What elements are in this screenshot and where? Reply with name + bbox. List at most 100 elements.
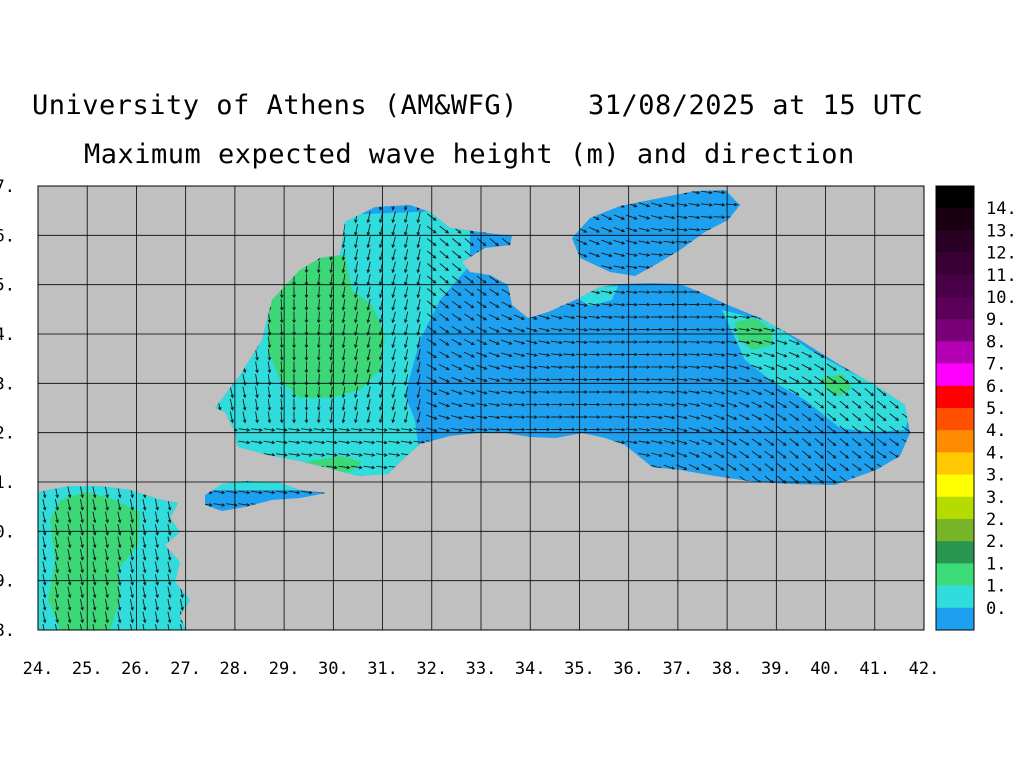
direction-arrow bbox=[416, 286, 421, 299]
direction-arrow bbox=[700, 353, 713, 357]
direction-arrow bbox=[513, 352, 526, 358]
direction-arrow bbox=[464, 288, 475, 296]
direction-arrow bbox=[301, 440, 313, 445]
direction-arrow bbox=[802, 463, 812, 472]
direction-arrow bbox=[739, 451, 750, 459]
direction-arrow bbox=[588, 377, 601, 382]
direction-arrow bbox=[276, 453, 288, 457]
direction-arrow bbox=[292, 298, 296, 311]
direction-arrow bbox=[439, 338, 450, 346]
direction-arrow bbox=[613, 415, 626, 420]
direction-arrow bbox=[889, 438, 900, 446]
direction-arrow bbox=[42, 499, 47, 511]
direction-arrow bbox=[341, 261, 346, 274]
direction-arrow bbox=[751, 377, 763, 383]
direction-arrow bbox=[366, 399, 371, 411]
direction-arrow bbox=[613, 327, 626, 332]
direction-arrow bbox=[92, 561, 97, 574]
direction-arrow bbox=[463, 364, 475, 370]
direction-arrow bbox=[416, 399, 421, 411]
longitude-tick-label: 33. bbox=[466, 659, 497, 679]
direction-arrow bbox=[403, 311, 409, 324]
direction-arrow bbox=[488, 415, 501, 420]
direction-arrow bbox=[354, 236, 359, 249]
direction-arrow bbox=[575, 377, 588, 382]
direction-arrow bbox=[651, 428, 663, 432]
direction-arrow bbox=[416, 261, 421, 274]
direction-arrow bbox=[575, 328, 588, 332]
direction-arrow bbox=[92, 611, 97, 624]
direction-arrow bbox=[826, 388, 837, 396]
direction-arrow bbox=[416, 249, 421, 261]
direction-arrow bbox=[488, 377, 501, 383]
direction-arrow bbox=[403, 336, 409, 349]
direction-arrow bbox=[814, 388, 825, 396]
direction-arrow bbox=[713, 340, 726, 345]
direction-arrow bbox=[401, 440, 413, 445]
direction-arrow bbox=[154, 549, 159, 561]
direction-arrow bbox=[279, 398, 284, 411]
direction-arrow bbox=[142, 599, 147, 611]
direction-arrow bbox=[526, 327, 538, 333]
direction-arrow bbox=[688, 302, 701, 307]
direction-arrow bbox=[814, 363, 825, 371]
direction-arrow bbox=[726, 414, 738, 420]
direction-arrow bbox=[776, 352, 788, 358]
direction-arrow bbox=[839, 400, 849, 409]
direction-arrow bbox=[329, 348, 333, 361]
direction-arrow bbox=[813, 351, 825, 358]
direction-arrow bbox=[851, 463, 862, 471]
direction-arrow bbox=[751, 328, 763, 332]
direction-arrow bbox=[354, 324, 359, 336]
direction-arrow bbox=[601, 365, 613, 369]
direction-arrow bbox=[488, 314, 500, 321]
direction-arrow bbox=[538, 427, 551, 432]
direction-arrow bbox=[688, 439, 700, 445]
direction-arrow bbox=[852, 400, 862, 409]
map-grid bbox=[38, 186, 924, 630]
direction-arrow bbox=[251, 440, 263, 445]
direction-arrow bbox=[476, 402, 488, 407]
direction-arrow bbox=[877, 400, 887, 409]
direction-arrow bbox=[326, 453, 338, 457]
direction-arrow bbox=[601, 239, 613, 245]
direction-arrow bbox=[463, 351, 475, 358]
direction-arrow bbox=[117, 536, 122, 549]
direction-arrow bbox=[451, 275, 462, 284]
direction-arrow bbox=[563, 427, 576, 432]
direction-arrow bbox=[117, 574, 122, 586]
direction-arrow bbox=[651, 240, 663, 245]
title-subtitle: Maximum expected wave height (m) and dir… bbox=[84, 139, 855, 170]
direction-arrow bbox=[763, 340, 776, 345]
direction-arrow bbox=[142, 561, 147, 574]
direction-arrow bbox=[292, 348, 296, 361]
direction-arrow bbox=[663, 228, 676, 232]
direction-arrow bbox=[129, 524, 134, 536]
direction-arrow bbox=[316, 286, 321, 299]
direction-arrow bbox=[550, 377, 563, 382]
direction-arrow bbox=[626, 227, 638, 233]
direction-arrow bbox=[789, 450, 799, 459]
direction-arrow bbox=[366, 361, 371, 374]
direction-arrow bbox=[79, 524, 84, 536]
direction-arrow bbox=[688, 327, 701, 332]
direction-arrow bbox=[403, 411, 409, 424]
direction-arrow bbox=[864, 463, 875, 471]
direction-arrow bbox=[500, 415, 513, 420]
direction-arrow bbox=[663, 290, 676, 294]
direction-arrow bbox=[451, 402, 463, 408]
direction-arrow bbox=[488, 427, 501, 432]
direction-arrow bbox=[538, 402, 551, 407]
direction-arrow bbox=[738, 426, 750, 433]
direction-arrow bbox=[713, 402, 726, 408]
direction-arrow bbox=[288, 440, 301, 445]
longitude-tick-label: 30. bbox=[318, 659, 349, 679]
direction-arrow bbox=[376, 453, 388, 457]
direction-arrow bbox=[600, 327, 613, 332]
direction-arrow bbox=[613, 290, 626, 295]
direction-arrow bbox=[738, 414, 750, 421]
direction-arrow bbox=[651, 327, 663, 332]
direction-arrow bbox=[79, 486, 84, 499]
direction-arrow bbox=[301, 490, 313, 495]
title-institution: University of Athens (AM&WFG) bbox=[32, 90, 518, 121]
